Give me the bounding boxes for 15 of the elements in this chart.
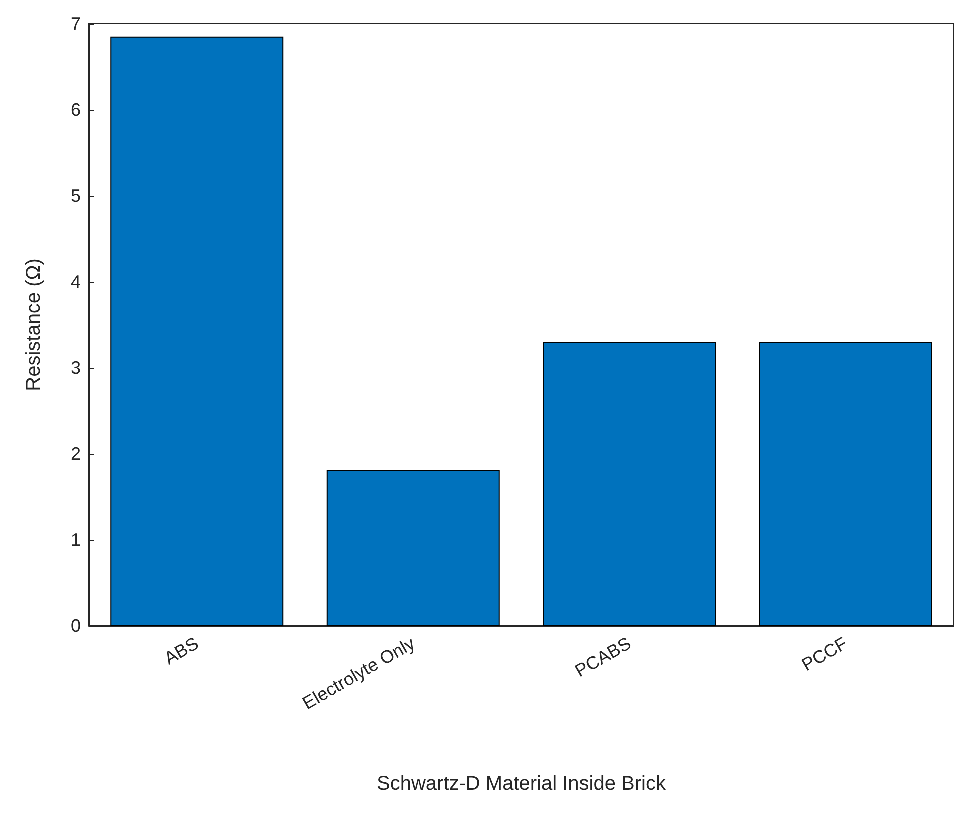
y-tick-label: 1 <box>70 530 81 550</box>
y-tick-label: 2 <box>70 444 81 464</box>
x-axis-title: Schwartz-D Material Inside Brick <box>377 773 667 795</box>
bar <box>543 342 716 626</box>
y-tick-label: 6 <box>70 100 81 120</box>
y-axis-title: Resistance (Ω) <box>23 258 45 392</box>
y-tick-label: 3 <box>70 358 81 378</box>
bar <box>110 36 284 626</box>
y-tick-label: 5 <box>70 186 81 206</box>
bar <box>326 470 500 626</box>
bar <box>759 342 932 626</box>
x-tick-label: ABS <box>160 633 202 669</box>
y-tick-label: 0 <box>70 616 81 636</box>
y-tick-label: 7 <box>70 14 81 34</box>
y-tick-label: 4 <box>70 272 81 292</box>
